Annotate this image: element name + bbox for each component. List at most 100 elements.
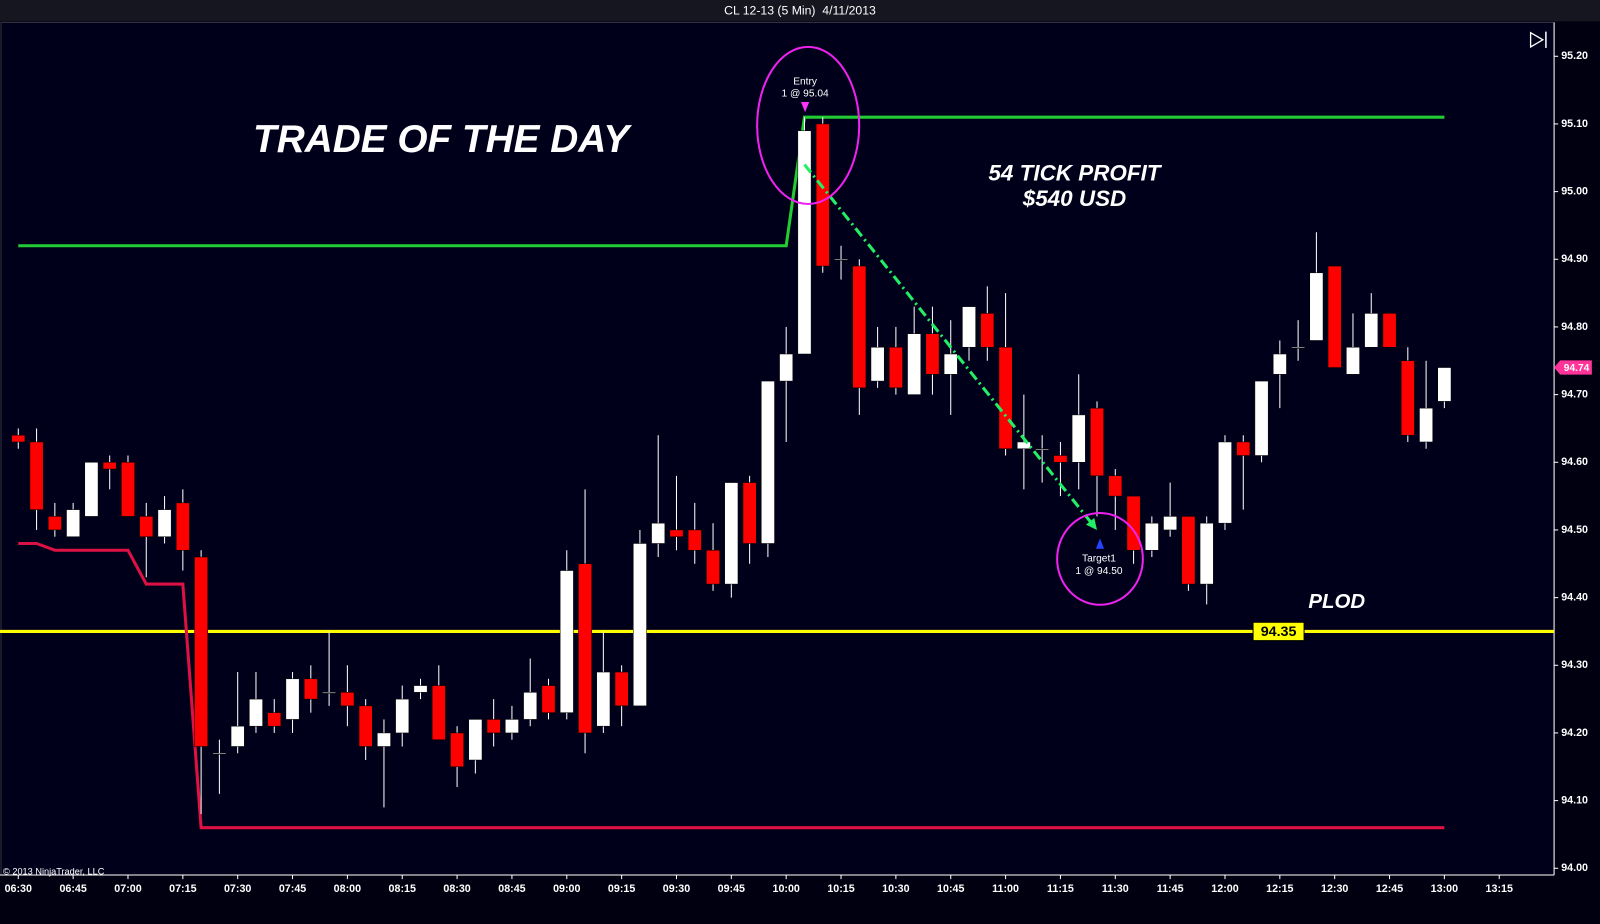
candle-body [1144,522,1159,551]
candle-body [706,549,720,585]
x-tick-label: 09:30 [663,883,690,895]
candle-body [84,462,99,517]
last-price-box [1554,360,1592,375]
candle-body [1035,448,1050,451]
candle-body [815,123,830,267]
profit-ticks: 54 TICK PROFIT [988,160,1162,185]
entry-label: Entry [793,76,818,87]
candle-body [11,434,26,443]
candle-body [633,543,647,707]
candle-body [742,482,757,544]
x-tick-label: 08:00 [334,883,361,895]
x-tick-label: 09:45 [718,883,745,895]
x-tick-label: 07:00 [114,883,141,895]
candle-body [139,516,154,537]
candle-body [888,346,903,389]
entry-detail: 1 @ 95.04 [782,89,830,100]
x-tick-label: 10:15 [827,883,854,895]
candle-body [943,353,958,375]
candle-body [578,563,592,734]
copyright: © 2013 NinjaTrader, LLC [3,866,105,876]
y-tick-label: 94.80 [1561,321,1588,333]
trade-line [803,163,1099,531]
y-tick-label: 94.40 [1561,591,1588,603]
candle-body [377,732,391,747]
candle-body [1181,516,1196,585]
target-label: Target1 [1082,554,1116,565]
x-tick-label: 08:45 [498,883,525,895]
candle-body [29,441,44,510]
candle-body [1327,265,1342,368]
candle-body [358,705,373,747]
candle-body [614,671,629,707]
x-tick-label: 11:45 [1157,883,1184,895]
plod-label: PLOD [1308,591,1365,613]
x-tick-label: 09:15 [608,883,635,895]
x-tick-label: 10:00 [772,883,799,895]
candle-body [761,380,775,544]
candle-body [1419,407,1433,443]
candle-body [1090,407,1104,477]
x-tick-label: 06:30 [5,883,32,895]
x-tick-label: 11:00 [992,883,1019,895]
candle-body [925,333,940,375]
candle-body [47,516,62,531]
candle-body [1163,516,1178,531]
x-tick-label: 12:30 [1321,883,1348,895]
candle-body [1236,441,1251,456]
candle-body [907,333,922,395]
candle-body [980,313,995,348]
chart-title: CL 12-13 (5 Min) 4/11/2013 [724,3,876,17]
stop-line [18,115,1445,248]
y-tick-label: 94.70 [1561,388,1588,400]
candle-body [1199,522,1214,585]
candle-body [1218,441,1232,524]
y-tick-label: 94.90 [1561,253,1588,265]
candle-body [852,265,867,389]
candle-body [175,502,190,551]
candle-body [267,712,282,727]
candle-body [431,685,446,740]
x-tick-label: 13:15 [1486,883,1513,895]
candle-body [870,346,885,382]
candle-body [834,259,848,261]
candle-body [1382,313,1397,348]
x-tick-label: 06:45 [59,883,86,895]
candle-body [1016,441,1031,449]
candle-body [285,678,300,720]
profit-usd: $540 USD [1022,186,1127,211]
candle-body [395,698,410,734]
target-detail: 1 @ 94.50 [1075,566,1123,577]
candle-body [121,462,135,517]
target-arrow [1095,538,1105,549]
candle-body [1346,346,1360,375]
candle-body [724,482,739,585]
x-tick-label: 08:15 [389,883,416,895]
candle-body [212,752,227,755]
candle-body [1437,367,1452,402]
candle-body [998,346,1013,449]
candle-body [523,692,538,720]
candle-body [413,685,428,693]
candle-body [303,678,318,700]
candle-body [962,306,976,348]
y-tick-label: 94.10 [1561,794,1588,806]
y-tick-label: 94.00 [1561,862,1588,874]
x-tick-label: 07:30 [224,883,251,895]
x-tick-label: 12:15 [1266,883,1293,895]
candle-body [450,732,464,768]
x-tick-label: 11:30 [1102,883,1129,895]
candle-body [340,692,355,707]
target-circle [1056,511,1144,606]
candle-body [157,509,172,537]
y-tick-label: 95.00 [1561,185,1588,197]
y-tick-label: 94.20 [1561,727,1588,739]
navigate-icon[interactable] [1529,31,1547,49]
y-tick-label: 94.50 [1561,524,1588,536]
candle-body [596,671,611,727]
play-icon[interactable] [1529,31,1545,49]
candle-body [1400,360,1415,436]
x-tick-label: 10:45 [937,883,964,895]
